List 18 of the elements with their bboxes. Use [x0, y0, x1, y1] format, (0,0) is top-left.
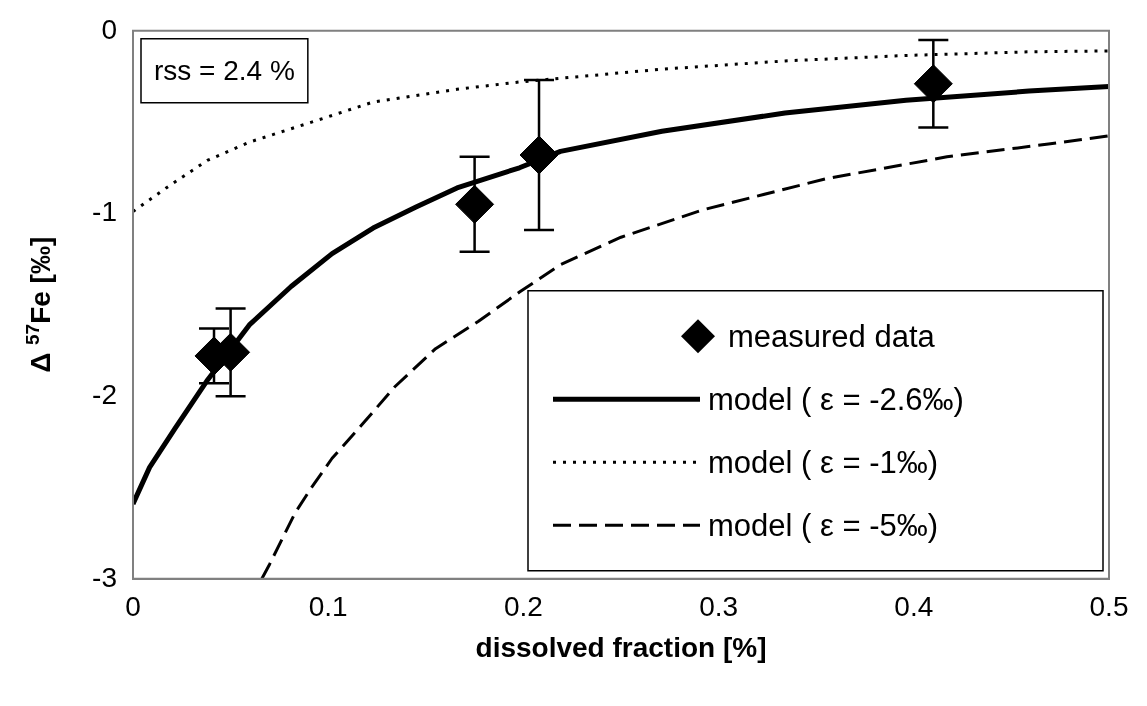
y-tick-label: -2: [92, 378, 117, 410]
x-axis-title: dissolved fraction [%]: [475, 631, 767, 663]
y-tick-label: -1: [92, 196, 117, 228]
x-tick-label: 0.2: [503, 591, 543, 623]
legend-label: model ( ε = -2.6‰): [708, 381, 964, 417]
x-tick-label: 0.1: [308, 591, 348, 623]
y-tick-label: -3: [92, 561, 117, 593]
x-tick-label: 0.4: [894, 591, 934, 623]
legend-label: model ( ε = -1‰): [708, 444, 939, 480]
legend-label: measured data: [728, 318, 936, 354]
x-tick-label: 0.5: [1089, 591, 1129, 623]
legend-label: model ( ε = -5‰): [708, 507, 939, 543]
y-tick-label: 0: [101, 13, 117, 45]
annotation: rss = 2.4 %: [154, 54, 295, 86]
x-tick-label: 0.3: [699, 591, 739, 623]
line-series: [260, 134, 1109, 579]
x-tick-label: 0: [125, 591, 141, 623]
y-axis-title: Δ 57Fe [‰]: [22, 236, 56, 373]
